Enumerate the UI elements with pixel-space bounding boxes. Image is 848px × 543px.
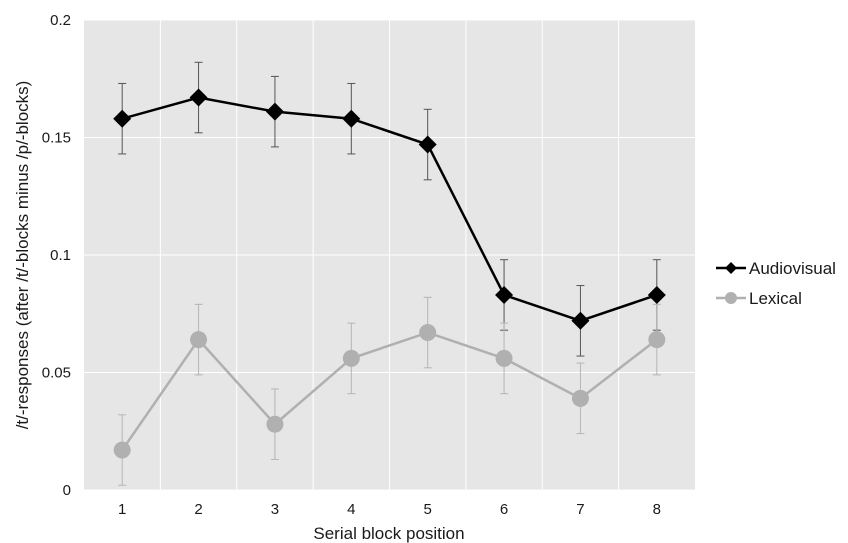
gridlines bbox=[84, 19, 695, 491]
data-point bbox=[495, 349, 513, 367]
x-tick-label: 3 bbox=[271, 501, 279, 518]
legend: Audiovisual Lexical bbox=[716, 259, 836, 308]
y-tick-label: 0.05 bbox=[42, 365, 71, 382]
data-point bbox=[265, 102, 284, 121]
series-line bbox=[121, 96, 658, 323]
x-tick-label: 4 bbox=[347, 501, 355, 518]
x-tick-label: 6 bbox=[500, 501, 508, 518]
x-tick-label: 5 bbox=[424, 501, 432, 518]
data-point bbox=[113, 109, 132, 128]
data-point bbox=[648, 331, 666, 349]
series-group bbox=[113, 61, 666, 486]
y-axis-title: /t/-responses (after /t/-blocks minus /p… bbox=[13, 81, 32, 430]
x-axis-title: Serial block position bbox=[313, 524, 464, 543]
data-point bbox=[189, 88, 208, 107]
x-tick-label: 7 bbox=[576, 501, 584, 518]
y-tick-label: 0.1 bbox=[50, 247, 71, 264]
series-line bbox=[121, 331, 658, 451]
x-tick-label: 2 bbox=[194, 501, 202, 518]
x-tick-labels: 1 2 3 4 5 6 7 8 bbox=[118, 501, 661, 518]
legend-item-lexical: Lexical bbox=[716, 289, 802, 308]
data-point bbox=[266, 415, 284, 433]
data-point bbox=[190, 331, 208, 349]
y-tick-label: 0 bbox=[63, 482, 71, 499]
data-point bbox=[419, 324, 437, 342]
x-tick-label: 8 bbox=[653, 501, 661, 518]
y-tick-label: 0.15 bbox=[42, 130, 71, 147]
y-tick-label: 0.2 bbox=[50, 12, 71, 29]
data-point bbox=[647, 285, 666, 304]
legend-marker bbox=[725, 262, 737, 274]
series-lexical bbox=[113, 296, 666, 486]
legend-marker bbox=[725, 292, 737, 304]
legend-label: Lexical bbox=[749, 289, 802, 308]
data-point bbox=[571, 311, 590, 330]
data-point bbox=[342, 109, 361, 128]
y-tick-labels: 0 0.05 0.1 0.15 0.2 bbox=[42, 12, 71, 499]
data-point bbox=[113, 441, 131, 459]
data-point bbox=[342, 349, 360, 367]
x-tick-label: 1 bbox=[118, 501, 126, 518]
data-point bbox=[571, 389, 589, 407]
legend-label: Audiovisual bbox=[749, 259, 836, 278]
series-audiovisual bbox=[113, 61, 666, 357]
data-point bbox=[495, 285, 514, 304]
legend-item-audiovisual: Audiovisual bbox=[716, 259, 836, 278]
data-point bbox=[418, 135, 437, 154]
